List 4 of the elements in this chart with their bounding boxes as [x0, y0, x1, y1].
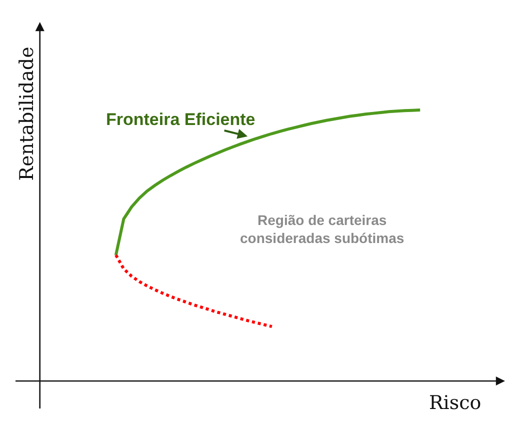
annotation: Região de carteiras consideradas subótimas [240, 212, 404, 246]
series-label: Fronteira Eficiente [106, 110, 256, 129]
x-axis-title: Risco [429, 392, 482, 414]
y-axis-title: Rentabilidade [16, 46, 38, 181]
